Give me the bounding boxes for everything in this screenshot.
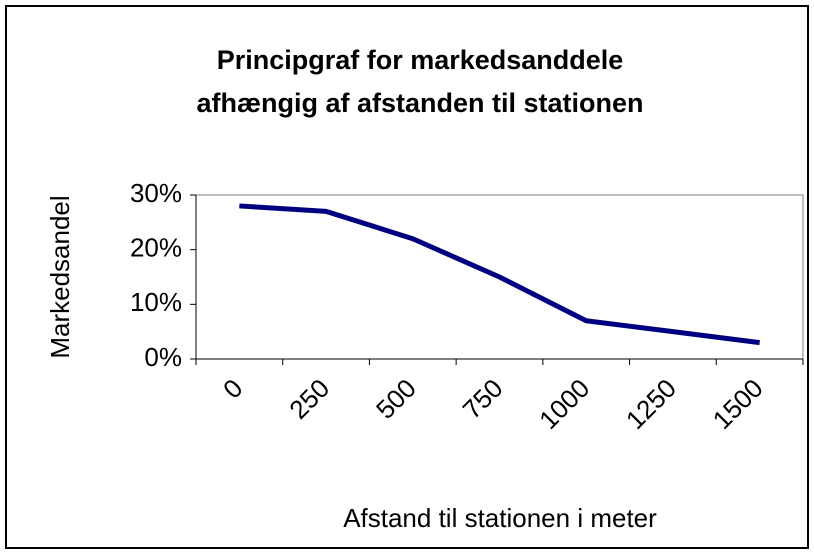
x-axis-title: Afstand til stationen i meter: [343, 503, 657, 533]
y-tick-label: 30%: [130, 178, 182, 208]
data-line: [239, 203, 760, 346]
y-tick-label: 0%: [144, 342, 182, 372]
y-tick-label: 20%: [130, 233, 182, 263]
chart-title: afhængig af afstanden til stationen: [196, 88, 643, 118]
y-tick-label: 10%: [130, 287, 182, 317]
chart-title: Principgraf for markedsanddele: [217, 45, 624, 75]
y-axis-title: Markedsandel: [45, 195, 75, 358]
